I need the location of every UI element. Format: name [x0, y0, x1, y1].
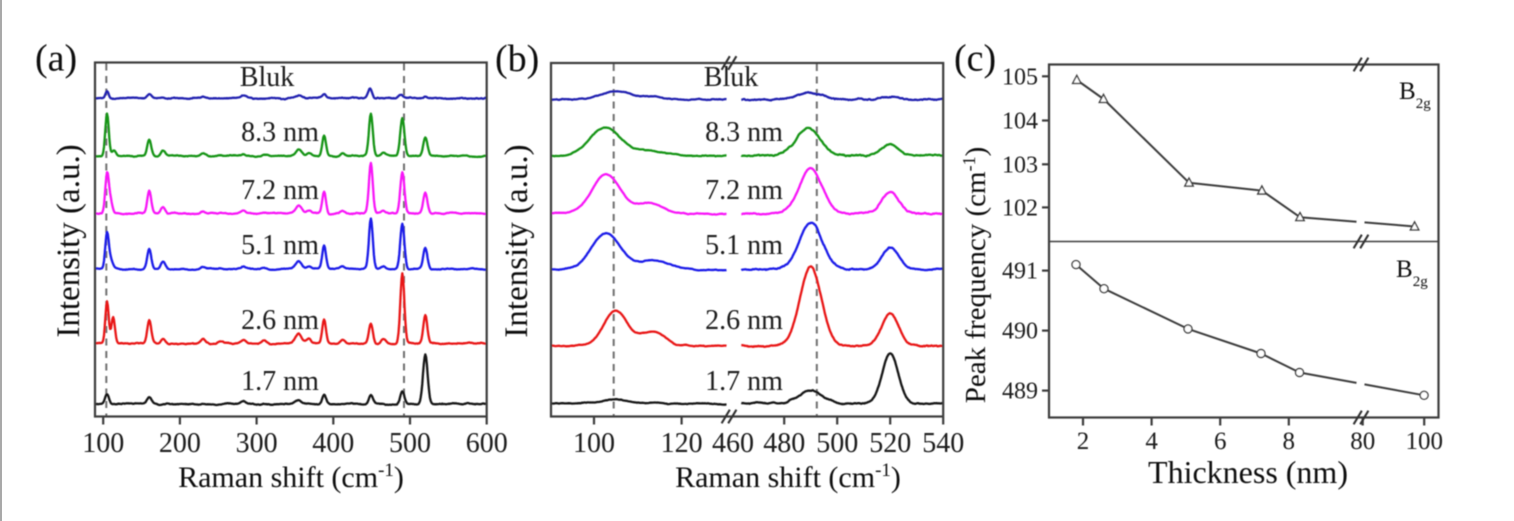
svg-text:520: 520 [869, 428, 911, 459]
svg-text:500: 500 [389, 428, 431, 459]
svg-text:(c): (c) [954, 38, 996, 80]
svg-text:Intensity (a.u.): Intensity (a.u.) [499, 144, 535, 337]
svg-text:489: 489 [1002, 379, 1038, 405]
svg-text:100: 100 [573, 428, 615, 459]
svg-text:2.6 nm: 2.6 nm [705, 305, 783, 336]
svg-text:8.3 nm: 8.3 nm [241, 117, 319, 148]
svg-text:8.3 nm: 8.3 nm [705, 117, 783, 148]
svg-text:5.1 nm: 5.1 nm [705, 230, 783, 261]
svg-text:100: 100 [1405, 428, 1443, 455]
svg-text:105: 105 [1002, 64, 1038, 90]
svg-text:200: 200 [159, 428, 201, 459]
svg-text:7.2 nm: 7.2 nm [241, 175, 319, 206]
svg-text:103: 103 [1002, 152, 1038, 178]
svg-text:460: 460 [712, 428, 754, 459]
svg-text:2: 2 [1077, 428, 1090, 455]
svg-text:102: 102 [1002, 195, 1038, 221]
svg-text:Bluk: Bluk [240, 62, 294, 93]
svg-text:Intensity (a.u.): Intensity (a.u.) [51, 144, 87, 337]
svg-text:540: 540 [922, 428, 964, 459]
svg-text:80: 80 [1350, 428, 1375, 455]
svg-text:104: 104 [1002, 109, 1038, 135]
svg-text:Bluk: Bluk [704, 62, 758, 93]
svg-text:(b): (b) [495, 38, 539, 80]
svg-text:480: 480 [763, 428, 805, 459]
svg-text:2.6 nm: 2.6 nm [241, 305, 319, 336]
svg-text:Raman shift (cm-1): Raman shift (cm-1) [178, 460, 404, 494]
svg-text:1.7 nm: 1.7 nm [705, 366, 783, 397]
svg-text:6: 6 [1214, 428, 1227, 455]
svg-text:Thickness (nm): Thickness (nm) [1148, 454, 1348, 490]
svg-text:490: 490 [1002, 319, 1038, 345]
svg-text:4: 4 [1145, 428, 1158, 455]
svg-text:Peak frequency (cm-1): Peak frequency (cm-1) [959, 147, 992, 404]
svg-text:8: 8 [1283, 428, 1296, 455]
svg-text:100: 100 [82, 428, 124, 459]
svg-text:600: 600 [466, 428, 508, 459]
svg-text:120: 120 [661, 428, 703, 459]
svg-text:491: 491 [1002, 259, 1038, 285]
svg-text:500: 500 [816, 428, 858, 459]
svg-text:400: 400 [312, 428, 354, 459]
svg-text:5.1 nm: 5.1 nm [241, 230, 319, 261]
svg-text:7.2 nm: 7.2 nm [705, 175, 783, 206]
svg-text:1.7 nm: 1.7 nm [241, 366, 319, 397]
svg-text:Raman shift (cm-1): Raman shift (cm-1) [675, 460, 901, 494]
svg-text:(a): (a) [35, 38, 77, 80]
svg-text:300: 300 [236, 428, 278, 459]
